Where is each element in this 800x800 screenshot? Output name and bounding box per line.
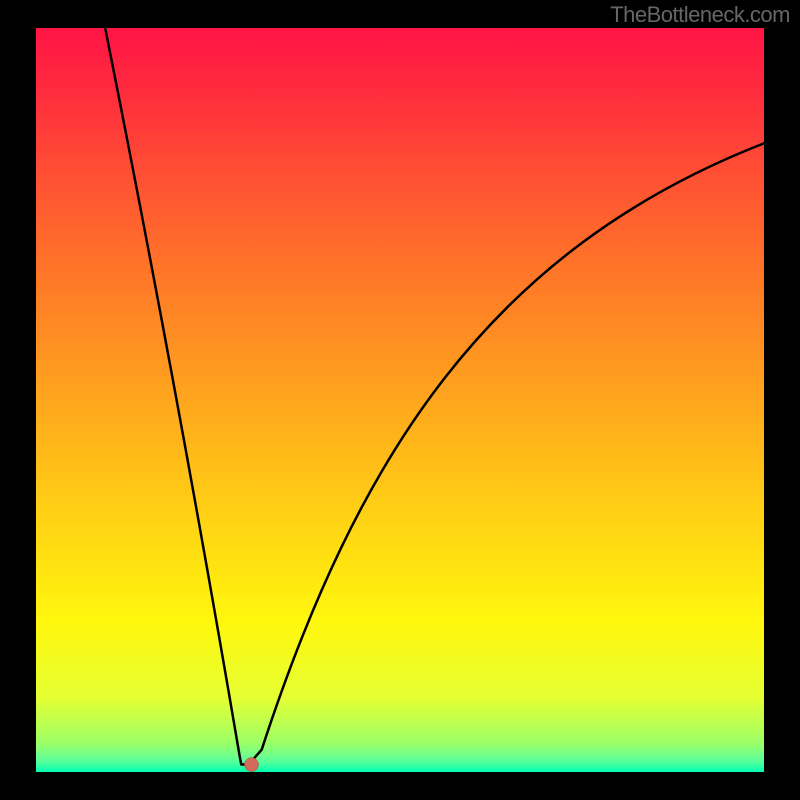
watermark-text: TheBottleneck.com — [610, 2, 790, 28]
chart-root: TheBottleneck.com — [0, 0, 800, 800]
optimum-marker — [244, 758, 258, 772]
plot-svg — [36, 28, 764, 772]
gradient-background — [36, 28, 764, 772]
plot-area — [36, 28, 764, 772]
